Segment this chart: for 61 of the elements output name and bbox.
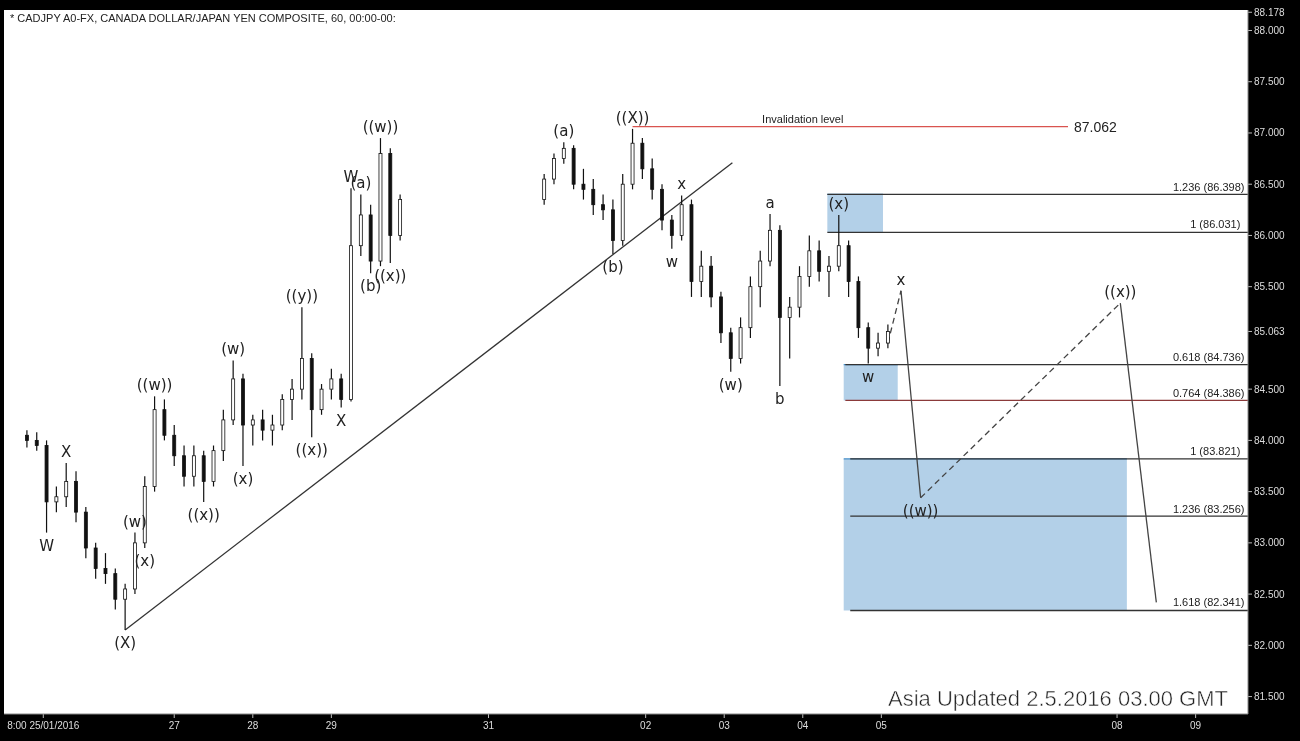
y-tick-label: 82.000	[1254, 639, 1286, 651]
annotation: 1.236 (86.398)	[1172, 180, 1245, 193]
x-tick-label: 27	[168, 720, 181, 731]
x-tick-label: 8:00 25/01/2016	[7, 720, 80, 731]
annotation: ((x))	[187, 505, 220, 524]
annotation: b	[775, 390, 785, 409]
annotation: ((w))	[902, 501, 939, 520]
annotation: x	[677, 175, 687, 194]
annotation: ((x))	[1104, 283, 1137, 302]
annotation: Asia Updated 2.5.2016 03.00 GMT	[888, 686, 1228, 711]
y-tick-label: 87.500	[1254, 76, 1286, 88]
annotation: ((w))	[136, 376, 173, 395]
annotation: (x)	[232, 470, 254, 489]
y-tick-label: 85.063	[1254, 325, 1286, 337]
x-tick-label: 29	[325, 720, 338, 731]
y-tick-label: 83.000	[1254, 537, 1286, 549]
annotation: x	[896, 270, 906, 289]
annotation: w	[665, 252, 678, 271]
annotation: ((X))	[615, 108, 650, 127]
x-tick-label: 28	[247, 720, 259, 731]
x-tick-label: 04	[797, 720, 809, 731]
annotation: ((y))	[285, 287, 319, 306]
chart-title: * CADJPY A0-FX, CANADA DOLLAR/JAPAN YEN COMPOSITE, 60, 00:00-00:	[10, 12, 396, 24]
annotation: (a)	[553, 122, 575, 141]
annotation: a	[765, 193, 775, 212]
ref-line-label: 87.062	[1074, 118, 1118, 135]
y-tick-label: 88.178	[1254, 6, 1286, 18]
x-tick-label: 05	[875, 720, 888, 731]
annotation: (X)	[114, 633, 137, 652]
y-tick-label: 85.500	[1254, 281, 1286, 293]
annotation: w	[862, 367, 875, 386]
y-tick-label: 83.500	[1254, 486, 1286, 498]
annotation: ((x))	[295, 441, 328, 460]
annotation: (x)	[828, 194, 850, 213]
annotation: ((w))	[362, 118, 399, 137]
x-tick-label: 03	[718, 720, 731, 731]
annotation: X	[61, 442, 72, 461]
annotation: 0.764 (84.386)	[1172, 386, 1245, 399]
x-tick-label: 02	[640, 720, 652, 731]
y-tick-label: 84.500	[1254, 383, 1286, 395]
annotation: 0.618 (84.736)	[1172, 350, 1245, 363]
annotation: 1 (86.031)	[1190, 218, 1241, 231]
annotation: W	[39, 536, 55, 555]
annotation: (w)	[221, 340, 246, 359]
annotation: (b)	[602, 257, 624, 276]
y-tick-label: 81.500	[1254, 691, 1286, 703]
y-tick-label: 88.000	[1254, 24, 1286, 36]
x-tick-label: 09	[1190, 720, 1202, 731]
y-tick-label: 84.000	[1254, 434, 1286, 446]
annotation: X	[336, 411, 347, 430]
annotation: (w)	[718, 375, 743, 394]
x-tick-label: 31	[482, 720, 495, 731]
y-tick-label: 86.500	[1254, 178, 1286, 190]
y-tick-label: 86.000	[1254, 229, 1286, 241]
y-tick-label: 87.000	[1254, 127, 1286, 139]
x-tick-label: 08	[1111, 720, 1124, 731]
annotation: Invalidation level	[762, 112, 844, 125]
annotation: 1.618 (82.341)	[1172, 596, 1245, 609]
annotation: 1.236 (83.256)	[1172, 502, 1245, 515]
annotation: 1 (83.821)	[1190, 444, 1241, 457]
y-tick-label: 82.500	[1254, 588, 1286, 600]
